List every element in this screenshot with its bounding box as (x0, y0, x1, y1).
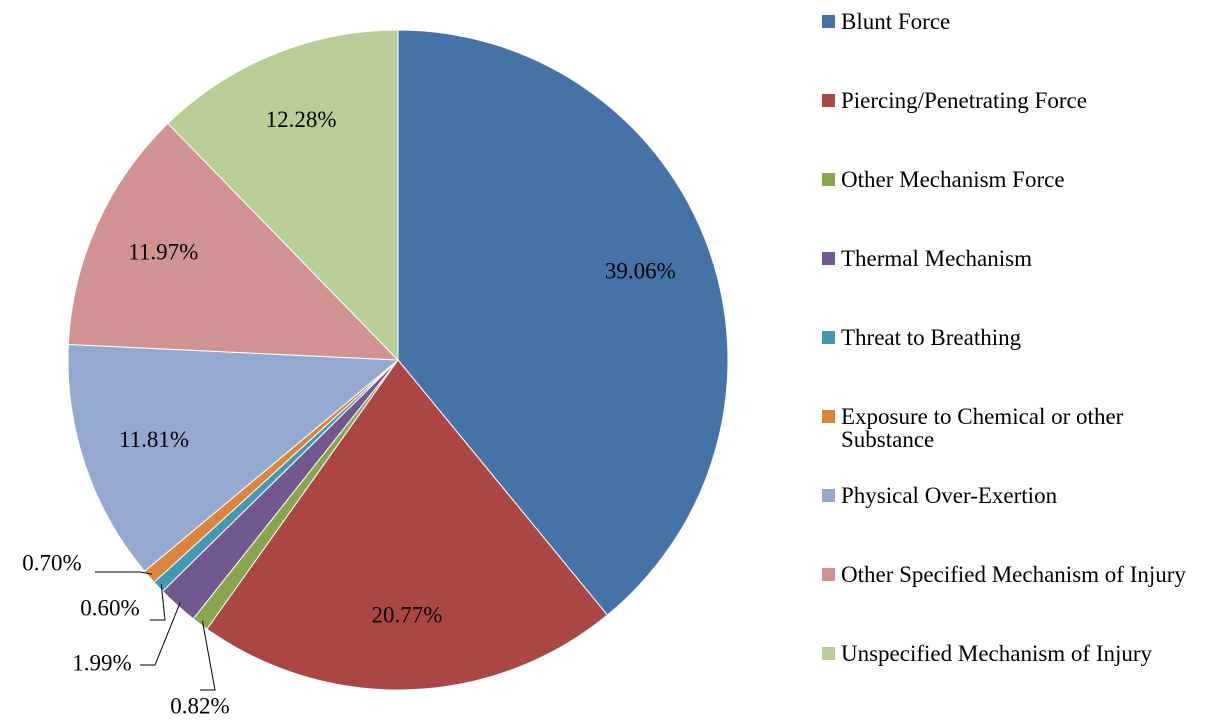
legend-label: Thermal Mechanism (841, 246, 1032, 271)
leader-line (95, 571, 153, 575)
legend-swatch (822, 331, 835, 344)
legend-item: Blunt Force (822, 10, 1212, 33)
leader-line (140, 602, 181, 666)
pie-slice (397, 29, 729, 616)
data-label: 11.81% (119, 427, 189, 452)
data-label: 39.06% (605, 259, 676, 284)
pie-slice (206, 359, 609, 691)
pie-slice (167, 29, 399, 362)
legend-label: Piercing/Penetrating Force (841, 88, 1087, 113)
legend-item: Other Mechanism Force (822, 168, 1212, 191)
legend-swatch (822, 410, 835, 423)
legend-label: Exposure to Chemical or other Substance (841, 404, 1124, 452)
data-label: 12.28% (266, 107, 337, 132)
legend-swatch (822, 568, 835, 581)
legend-swatch (822, 252, 835, 265)
data-label: 20.77% (372, 603, 443, 628)
legend-swatch (822, 15, 835, 28)
legend-item: Thermal Mechanism (822, 247, 1212, 270)
legend-label: Blunt Force (841, 9, 951, 34)
pie-chart: 39.06% 20.77% 0.82% 1.99% 0.60% 0.70% 11.81% 11… (22, 29, 729, 718)
legend-label: Other Specified Mechanism of Injury (841, 562, 1186, 587)
leader-line (200, 620, 216, 691)
data-label: 0.60% (80, 595, 139, 620)
data-label: 0.82% (170, 693, 229, 718)
pie-slice (67, 122, 400, 361)
data-label: 11.97% (128, 240, 198, 265)
legend-item: Other Specified Mechanism of Injury (822, 563, 1212, 586)
legend-item: Unspecified Mechanism of Injury (822, 642, 1212, 665)
legend-label: Threat to Breathing (841, 325, 1022, 350)
legend-item: Threat to Breathing (822, 326, 1212, 349)
legend-swatch (822, 173, 835, 186)
legend-label: Physical Over-Exertion (841, 483, 1058, 508)
legend-item: Piercing/Penetrating Force (822, 89, 1212, 112)
legend-swatch (822, 94, 835, 107)
legend-item: Physical Over-Exertion (822, 484, 1212, 507)
legend-item: Exposure to Chemical or other Substance (822, 405, 1212, 451)
pie-slice (67, 343, 400, 573)
data-label: 1.99% (72, 650, 131, 675)
leader-line (150, 584, 166, 621)
legend-swatch (822, 647, 835, 660)
legend-label: Unspecified Mechanism of Injury (841, 641, 1153, 666)
data-label: 0.70% (22, 550, 81, 575)
legend-label: Other Mechanism Force (841, 167, 1065, 192)
legend-swatch (822, 489, 835, 502)
